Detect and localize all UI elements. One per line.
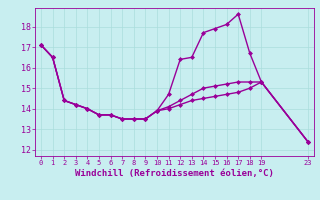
X-axis label: Windchill (Refroidissement éolien,°C): Windchill (Refroidissement éolien,°C) xyxy=(75,169,274,178)
